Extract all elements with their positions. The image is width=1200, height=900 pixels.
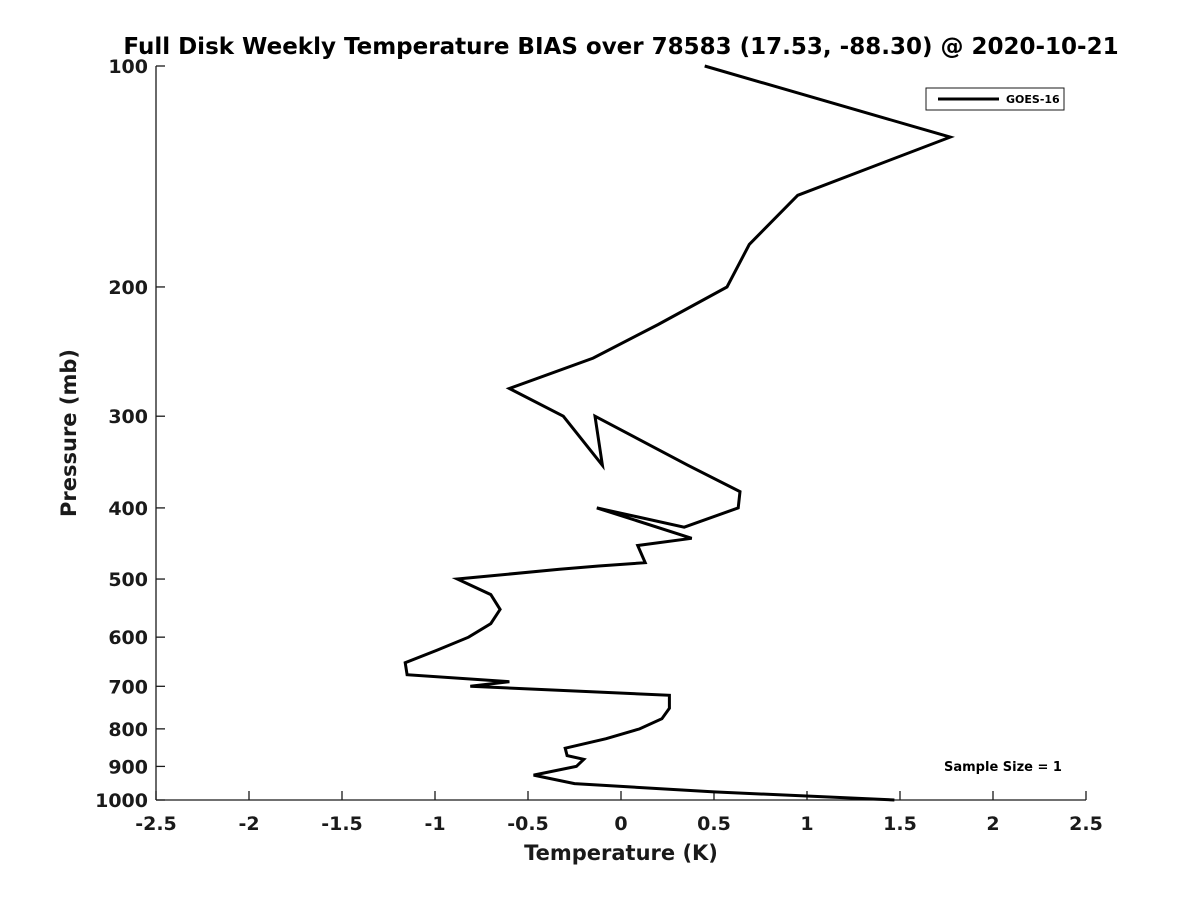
y-tick-label: 400	[108, 498, 148, 520]
y-tick-label: 200	[108, 277, 148, 299]
y-tick-label: 700	[108, 676, 148, 698]
y-tick-label: 600	[108, 627, 148, 649]
y-tick-label: 500	[108, 569, 148, 591]
y-tick-label: 800	[108, 719, 148, 741]
y-tick-label: 1000	[95, 790, 148, 812]
sample-size-annotation: Sample Size = 1	[944, 760, 1062, 775]
x-tick-label: 1.5	[883, 813, 917, 835]
x-tick-label: -1	[424, 813, 445, 835]
x-axis-ticks: -2.5 -2 -1.5 -1 -0.5 0 0.5 1 1.5 2 2.5	[135, 791, 1103, 835]
y-tick-label: 900	[108, 756, 148, 778]
x-tick-label: 2	[986, 813, 999, 835]
series-layer	[403, 64, 955, 802]
x-tick-label: -0.5	[507, 813, 549, 835]
series-line-goes-16	[403, 64, 955, 802]
y-axis-ticks: 100 200 300 400 500 600 700 800 900 1000	[95, 56, 165, 812]
x-tick-label: 0.5	[697, 813, 731, 835]
x-tick-label: 2.5	[1069, 813, 1103, 835]
y-tick-label: 300	[108, 406, 148, 428]
plot-axes	[155, 66, 1086, 801]
x-tick-label: -2	[238, 813, 259, 835]
legend-label-goes-16: GOES-16	[1006, 93, 1060, 106]
x-tick-label: -2.5	[135, 813, 177, 835]
x-tick-label: -1.5	[321, 813, 363, 835]
y-tick-label: 100	[108, 56, 148, 78]
y-axis-label: Pressure (mb)	[57, 349, 81, 517]
x-tick-label: 0	[614, 813, 627, 835]
x-tick-label: 1	[800, 813, 813, 835]
chart-title: Full Disk Weekly Temperature BIAS over 7…	[123, 34, 1118, 60]
x-axis-label: Temperature (K)	[524, 841, 718, 865]
legend: GOES-16	[925, 87, 1065, 111]
